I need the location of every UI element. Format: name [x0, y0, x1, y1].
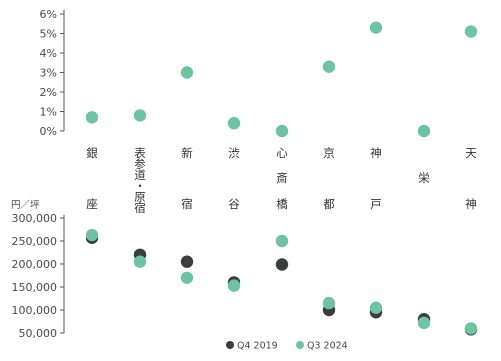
bottom-y-tick-label: 150,000: [12, 281, 58, 294]
bottom-point-q3-2024-5: [275, 234, 289, 248]
category-label-char: 表: [134, 146, 146, 160]
category-label-char: 戸: [370, 197, 382, 211]
bottom-point-q3-2024-3: [180, 271, 194, 284]
category-label-char: 銀: [86, 146, 98, 160]
bottom-point-q3-2024-4: [227, 279, 241, 292]
top-point-7: [369, 21, 383, 34]
top-point-5: [275, 124, 289, 138]
category-label-char: 神: [465, 197, 477, 211]
top-y-tick-label: 4%: [40, 47, 57, 60]
bottom-point-q4-2019-3: [180, 255, 194, 268]
bottom-point-q3-2024-7: [369, 301, 383, 314]
bottom-point-q4-2019-5: [275, 258, 289, 271]
category-label-char: 斎: [276, 171, 288, 185]
category-label-char: 新: [181, 146, 193, 160]
category-label-char: ・: [134, 179, 146, 193]
category-label-char: 都: [323, 197, 335, 211]
category-label-char: 宿: [134, 201, 146, 215]
top-y-tick-label: 2%: [40, 86, 57, 99]
category-label-char: 栄: [418, 171, 430, 185]
category-label-char: 渋: [228, 146, 240, 160]
bottom-chart-points: [85, 228, 478, 336]
bottom-point-q3-2024-8: [417, 316, 431, 330]
category-label-char: 参: [134, 157, 146, 171]
top-chart-points: [85, 21, 478, 138]
legend-marker-q4-2019: [226, 341, 234, 349]
top-point-8: [417, 124, 431, 138]
bottom-y-tick-label: 200,000: [12, 258, 58, 271]
category-label-char: 道: [134, 168, 146, 182]
bottom-chart-y-ticks: 50,000 100,000 150,000 200,000 250,000 300,00…: [12, 212, 64, 340]
top-y-tick-label: 3%: [40, 67, 57, 80]
bottom-point-q3-2024-1: [85, 228, 99, 242]
legend-marker-q3-2024: [296, 341, 304, 349]
legend-label-q3-2024: Q3 2024: [307, 341, 348, 352]
category-label-char: 神: [370, 146, 382, 160]
top-y-tick-label: 1%: [40, 106, 57, 119]
top-chart-y-ticks: 0% 1% 2% 3% 4% 5% 6%: [40, 8, 64, 138]
category-label-char: 天: [465, 146, 477, 160]
legend: Q4 2019 Q3 2024: [226, 341, 348, 352]
category-label-char: 宿: [181, 197, 193, 211]
category-label-char: 橋: [276, 197, 288, 211]
bottom-y-tick-label: 250,000: [12, 235, 58, 248]
bottom-point-q3-2024-9: [464, 322, 478, 335]
top-y-tick-label: 5%: [40, 28, 57, 41]
top-point-6: [322, 60, 336, 73]
category-label-char: 原: [134, 190, 146, 204]
category-label-char: 座: [86, 197, 98, 211]
category-label-char: 京: [323, 146, 335, 160]
top-y-tick-label: 6%: [40, 8, 57, 21]
bottom-chart-y-unit-label: 円／坪: [11, 199, 40, 211]
top-point-4: [227, 117, 241, 130]
top-y-tick-label: 0%: [40, 125, 57, 138]
bottom-y-tick-label: 50,000: [19, 327, 58, 340]
category-label-char: 心: [276, 146, 288, 160]
category-label-char: 谷: [228, 197, 240, 211]
bottom-point-q3-2024-6: [322, 296, 336, 310]
bottom-y-tick-label: 300,000: [12, 212, 58, 225]
top-point-3: [180, 66, 194, 79]
legend-label-q4-2019: Q4 2019: [237, 341, 278, 352]
top-point-2: [133, 109, 147, 122]
top-point-9: [464, 25, 478, 38]
bottom-point-q3-2024-2: [133, 255, 147, 268]
bottom-y-tick-label: 100,000: [12, 304, 58, 317]
top-point-1: [85, 111, 99, 124]
